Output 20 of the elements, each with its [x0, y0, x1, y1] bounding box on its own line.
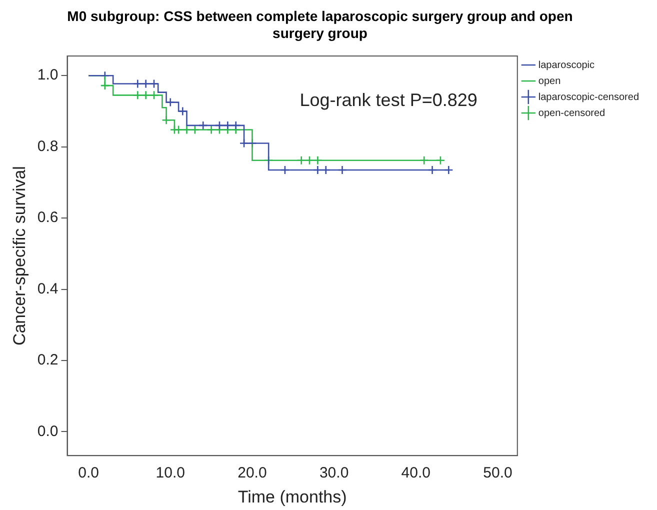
- x-tick-label: 10.0: [156, 464, 185, 482]
- y-tick-label: 0.0: [37, 422, 58, 440]
- x-axis-title: Time (months): [238, 487, 347, 506]
- x-tick-label: 40.0: [401, 464, 431, 482]
- legend-label: laparoscopic: [538, 60, 595, 71]
- x-tick-label: 0.0: [78, 464, 99, 482]
- legend-label: laparoscopic-censored: [538, 92, 640, 103]
- x-tick-label: 20.0: [238, 464, 267, 482]
- y-tick-label: 0.8: [37, 138, 58, 155]
- y-tick-label: 1.0: [37, 66, 58, 84]
- annotation: Log-rank test P=0.829: [300, 90, 478, 110]
- chart-title: M0 subgroup: CSS between complete laparoscopic surgery group and open surgery group: [66, 8, 574, 42]
- x-tick-label: 50.0: [483, 464, 512, 482]
- legend-label: open: [538, 76, 561, 87]
- y-tick-label: 0.2: [37, 352, 58, 369]
- legend-label: open-censored: [538, 108, 606, 119]
- y-tick-label: 0.6: [37, 209, 58, 226]
- x-tick-label: 30.0: [319, 464, 349, 482]
- y-axis-title: Cancer-specific survival: [10, 166, 29, 346]
- y-tick-label: 0.4: [37, 280, 58, 298]
